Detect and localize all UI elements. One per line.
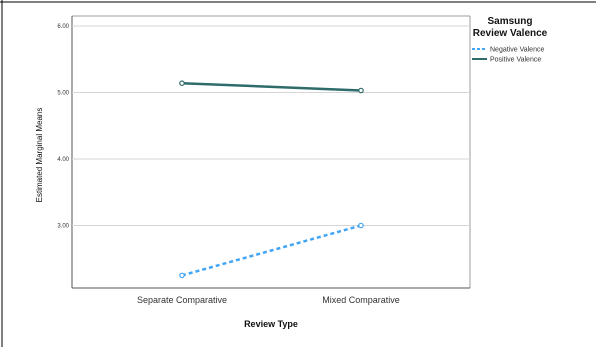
plot-frame bbox=[71, 15, 471, 289]
data-point-1-1 bbox=[358, 87, 364, 94]
x-axis-title: Review Type bbox=[244, 319, 298, 329]
legend-entry-1: Positive Valence bbox=[490, 57, 541, 64]
legend: Samsung Review Valence Negative Valence P… bbox=[472, 16, 548, 64]
legend-title-line-1: Samsung bbox=[487, 16, 532, 27]
legend-entry-0: Negative Valence bbox=[490, 47, 544, 54]
legend-entries: Negative Valence Positive Valence bbox=[472, 47, 544, 64]
series-lines bbox=[181, 81, 362, 277]
series-line-0 bbox=[181, 224, 362, 277]
data-point-0-0 bbox=[179, 272, 185, 279]
y-tick-label-2: 4.00 bbox=[57, 157, 69, 163]
gridlines bbox=[72, 25, 470, 226]
series-line-1 bbox=[181, 81, 362, 92]
y-axis-title: Estimated Marginal Means bbox=[35, 108, 44, 203]
series-points bbox=[179, 80, 364, 279]
x-tick-labels: Separate Comparative Mixed Comparative bbox=[137, 295, 400, 305]
y-tick-label-3: 3.00 bbox=[57, 224, 69, 230]
x-tick-label-0: Separate Comparative bbox=[137, 295, 227, 305]
y-tick-label-0: 6.00 bbox=[57, 24, 69, 30]
data-point-1-0 bbox=[179, 80, 185, 86]
y-tick-label-1: 5.00 bbox=[57, 91, 69, 97]
data-point-0-1 bbox=[358, 222, 364, 229]
legend-title-line-2: Review Valence bbox=[473, 28, 548, 39]
y-tick-labels: 6.00 5.00 4.00 3.00 bbox=[57, 24, 69, 230]
x-tick-label-1: Mixed Comparative bbox=[322, 295, 400, 305]
